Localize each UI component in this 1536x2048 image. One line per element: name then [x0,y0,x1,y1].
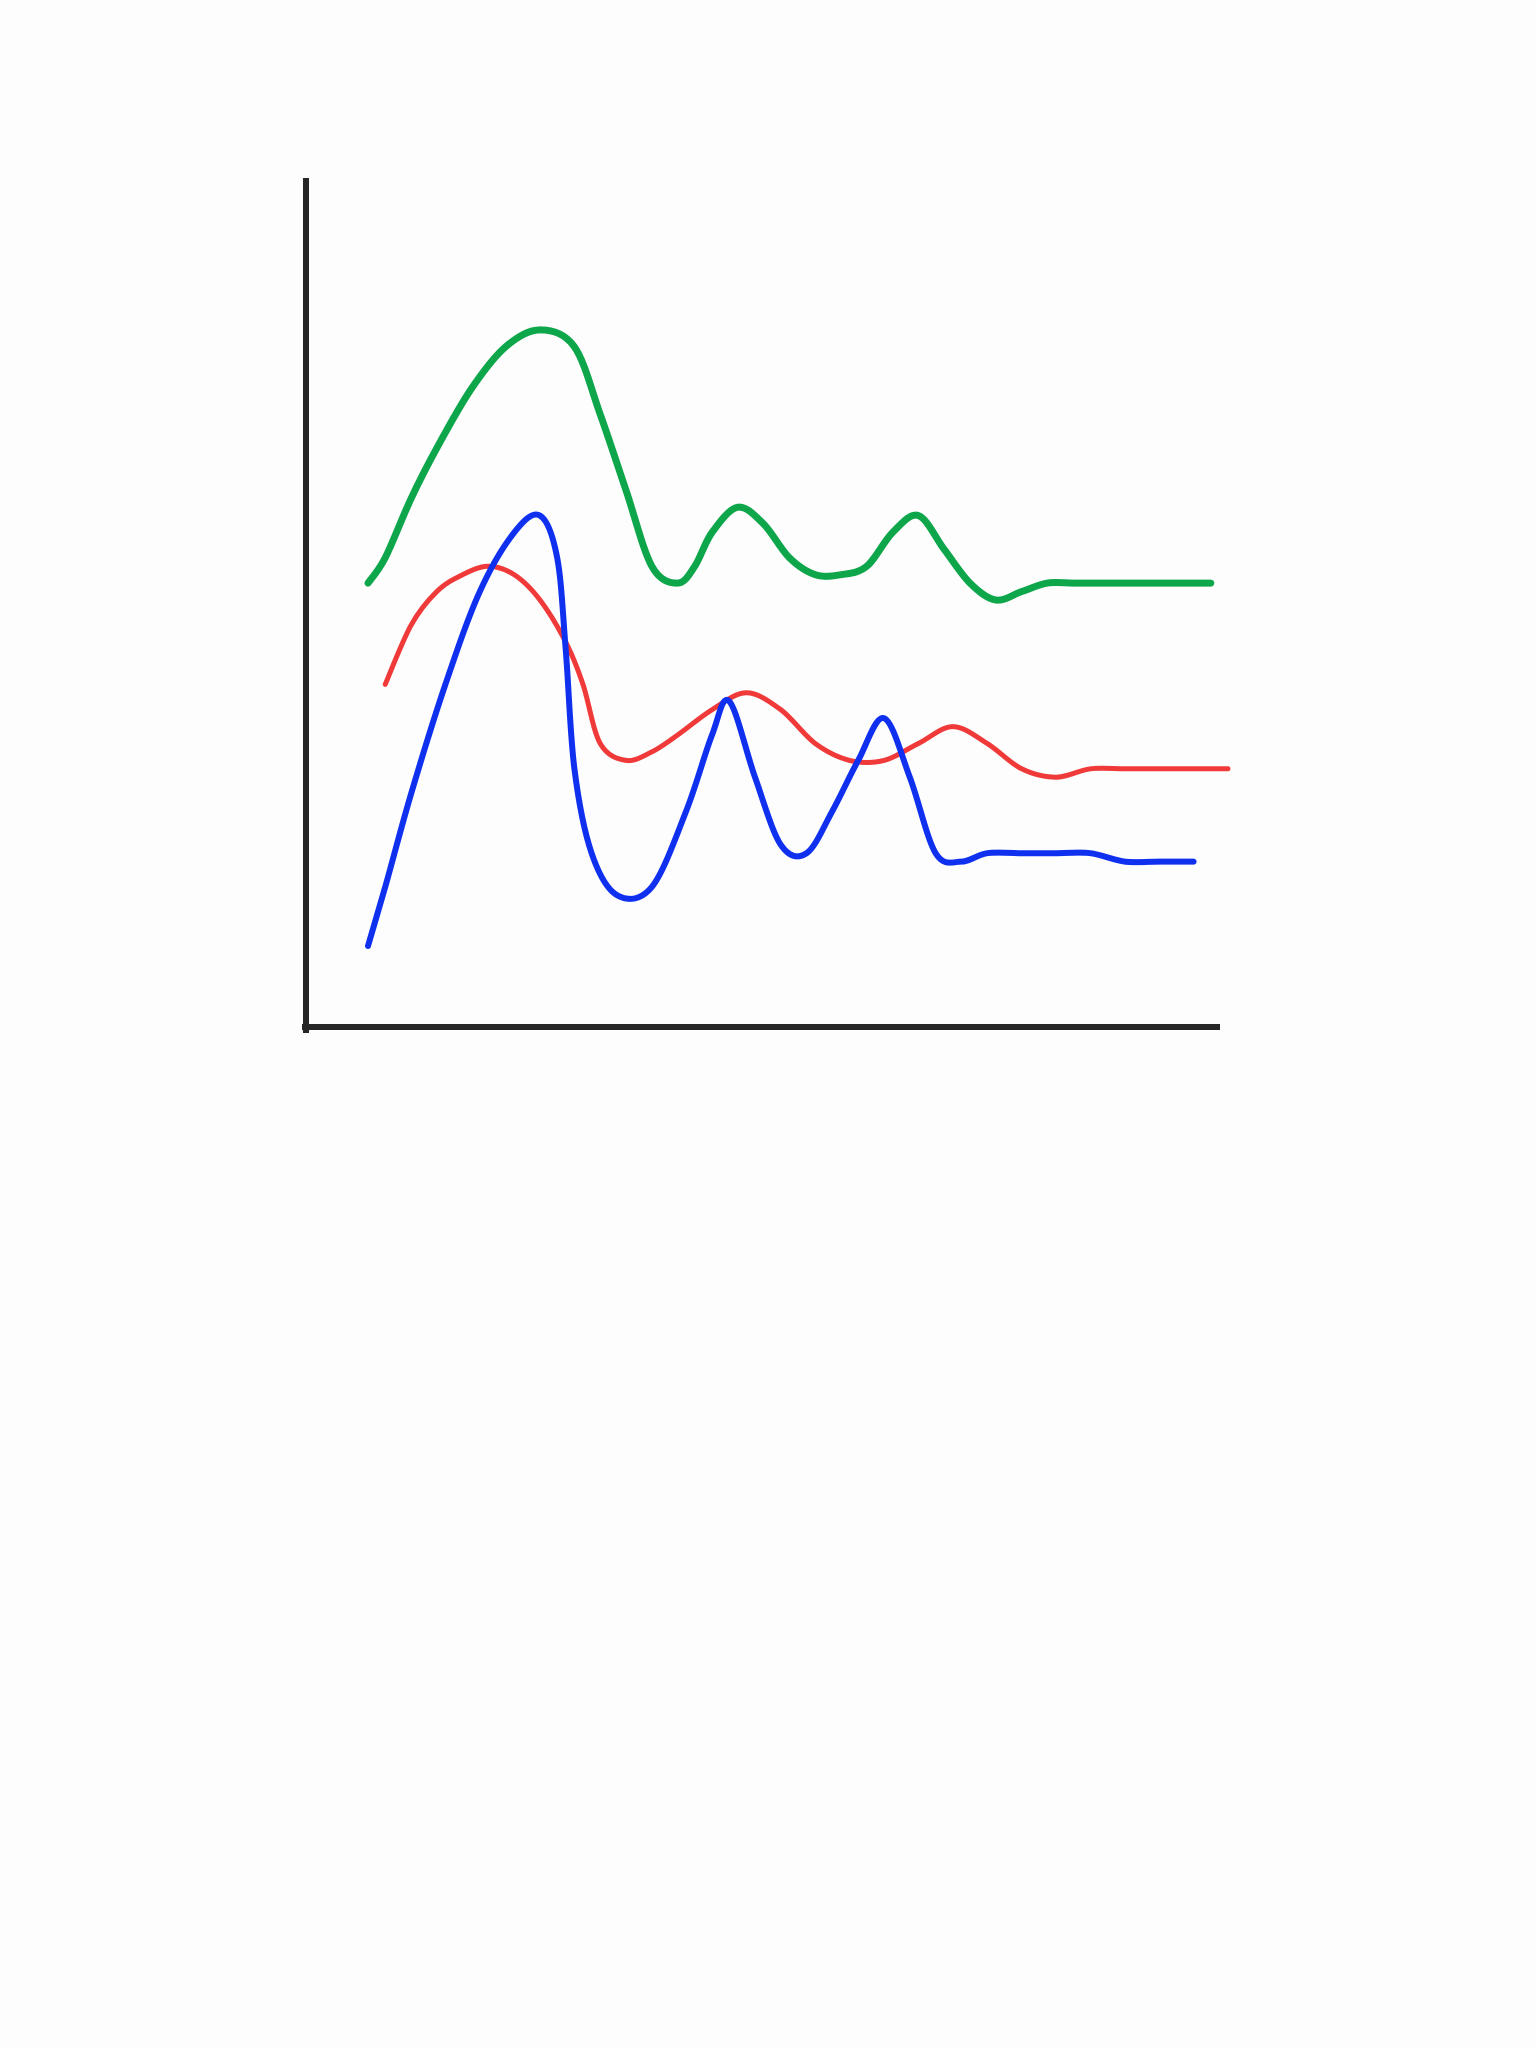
series-line-3 [365,511,1197,949]
series-layer [364,326,1231,949]
series-line-2 [382,563,1231,780]
series-line-1 [364,326,1215,604]
